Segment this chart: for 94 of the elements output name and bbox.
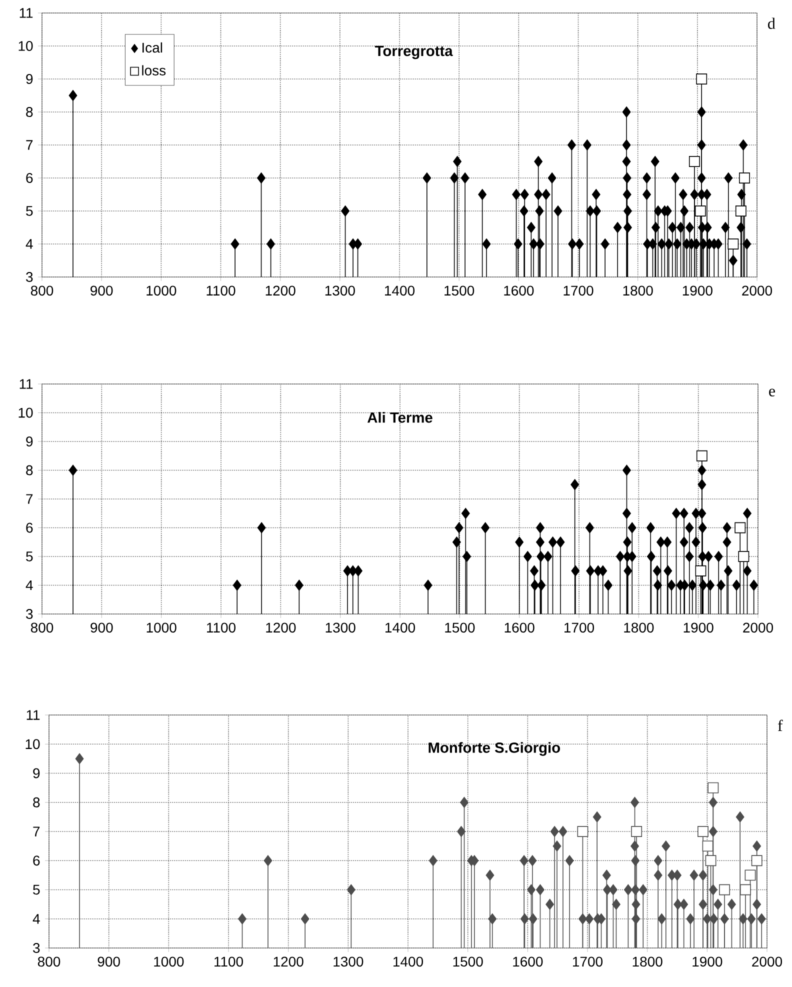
x-tick-label: 1600 — [504, 286, 534, 296]
x-tick-label: 900 — [90, 622, 113, 633]
x-tick-label: 1500 — [444, 286, 474, 296]
x-tick-label: 1300 — [326, 622, 356, 633]
x-tick-label: 1200 — [266, 286, 296, 296]
text: e — [769, 388, 775, 396]
point — [735, 206, 746, 216]
x-tick-label: 1000 — [154, 956, 184, 967]
y-tick-label: 9 — [33, 768, 40, 778]
y-tick-label: 7 — [33, 826, 40, 836]
y-tick-label: 7 — [26, 140, 33, 150]
y-tick-label: 10 — [18, 41, 33, 51]
text: Monforte S.Giorgio — [428, 742, 560, 756]
point — [739, 172, 750, 184]
point — [702, 840, 714, 852]
point — [740, 884, 751, 896]
x-tick-label: 1800 — [623, 286, 653, 296]
x-tick-label: 1000 — [146, 286, 176, 296]
point — [631, 826, 642, 837]
y-tick-label: 9 — [26, 436, 33, 446]
x-tick-label: 1400 — [385, 286, 415, 296]
x-tick-label: 800 — [30, 286, 54, 296]
x-tick-label: 1100 — [207, 622, 236, 633]
x-tick-label: 800 — [38, 956, 60, 967]
y-tick-label: 4 — [26, 580, 33, 590]
y-tick-label: 4 — [32, 914, 40, 924]
x-tick-label: 1100 — [214, 956, 243, 967]
y-tick-label: 6 — [26, 173, 33, 183]
y-tick-label: 4 — [26, 239, 33, 249]
point — [751, 855, 762, 866]
x-tick-label: 1200 — [274, 956, 304, 967]
x-tick-label: 2000 — [743, 622, 774, 633]
x-tick-label: 1800 — [624, 622, 654, 633]
x-tick-label: 900 — [90, 286, 113, 296]
point — [696, 74, 708, 84]
point — [708, 782, 719, 794]
x-tick-label: 2000 — [742, 286, 772, 296]
x-tick-label: 1600 — [513, 956, 543, 967]
y-tick-label: 7 — [26, 494, 33, 504]
x-tick-label: 900 — [98, 956, 120, 967]
x-tick-label: 1700 — [564, 622, 594, 633]
legend-label: Ical — [142, 42, 162, 53]
y-tick-label: 6 — [33, 856, 40, 866]
point — [734, 522, 746, 534]
text: d — [768, 18, 776, 29]
point — [738, 551, 750, 562]
x-tick-label: 1500 — [445, 622, 475, 633]
x-tick-label: 1400 — [394, 956, 424, 967]
y-tick-label: 11 — [20, 8, 33, 18]
x-tick-label: 1800 — [632, 956, 662, 967]
x-tick-label: 1300 — [325, 286, 355, 296]
x-tick-label: 1700 — [573, 956, 603, 967]
x-tick-label: 1600 — [504, 622, 534, 633]
text: Ali Terme — [367, 412, 432, 423]
x-tick-label: 800 — [30, 622, 54, 633]
x-tick-label: 1000 — [146, 622, 176, 633]
point — [728, 238, 739, 250]
y-tick-label: 3 — [33, 943, 40, 953]
point — [696, 450, 708, 462]
text: Torregrotta — [375, 46, 453, 60]
y-tick-label: 8 — [26, 107, 33, 117]
x-tick-label: 1200 — [266, 622, 296, 633]
point — [744, 870, 756, 881]
y-tick-label: 8 — [33, 797, 40, 808]
x-tick-label: 1100 — [206, 286, 236, 296]
y-tick-label: 3 — [26, 609, 33, 619]
x-tick-label: 1400 — [386, 622, 416, 633]
point — [694, 206, 706, 216]
y-tick-label: 8 — [26, 465, 33, 476]
x-tick-label: 1900 — [692, 956, 722, 967]
point — [695, 565, 706, 576]
y-tick-label: 5 — [26, 552, 33, 562]
point — [577, 826, 588, 837]
point — [705, 855, 716, 866]
y-tick-label: 6 — [26, 522, 33, 533]
y-tick-label: 9 — [26, 74, 33, 84]
x-tick-label: 1300 — [334, 956, 364, 967]
x-tick-label: 2000 — [752, 956, 782, 967]
point — [719, 884, 730, 896]
y-tick-label: 11 — [26, 710, 40, 720]
x-tick-label: 1500 — [453, 956, 483, 967]
y-tick-label: 3 — [26, 272, 33, 282]
legend-label: loss — [142, 65, 166, 76]
y-tick-label: 10 — [18, 408, 33, 418]
x-tick-label: 1700 — [564, 286, 594, 296]
point — [688, 156, 700, 167]
y-tick-label: 10 — [26, 739, 40, 750]
y-tick-label: 5 — [33, 884, 40, 895]
point — [698, 826, 708, 837]
text: f — [778, 720, 783, 731]
x-tick-label: 1900 — [682, 286, 712, 296]
y-tick-label: 5 — [26, 206, 33, 216]
x-tick-label: 1900 — [684, 622, 714, 633]
y-tick-label: 11 — [20, 379, 33, 389]
